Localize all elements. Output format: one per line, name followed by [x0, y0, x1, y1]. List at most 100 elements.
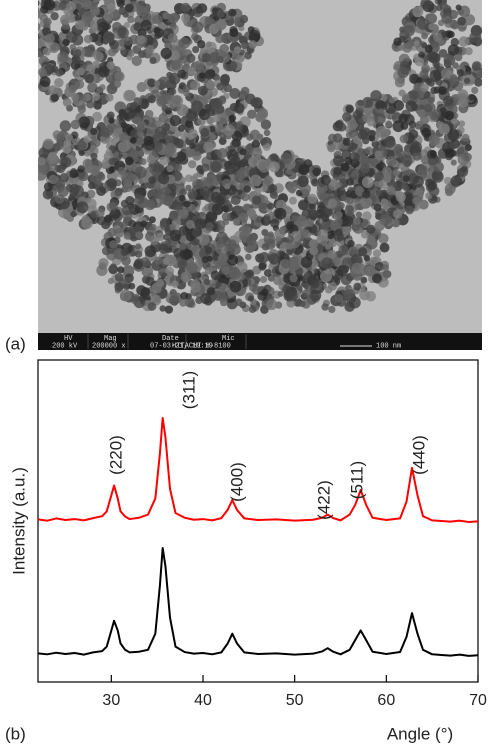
particle [152, 15, 162, 25]
tem-info-value: 200 kV [52, 342, 78, 350]
peak-label: (440) [409, 435, 428, 475]
particle [458, 89, 469, 100]
particle [170, 224, 177, 231]
particle [450, 74, 458, 82]
particle [412, 197, 420, 205]
particle [451, 175, 463, 187]
particle [252, 140, 260, 148]
particle [393, 38, 401, 46]
particle [304, 159, 313, 168]
particle [274, 229, 285, 240]
particle [370, 90, 381, 101]
particle [427, 51, 438, 62]
particle [393, 169, 400, 176]
particle [268, 231, 274, 237]
particle [312, 168, 321, 177]
particle [409, 74, 419, 84]
particle [114, 191, 120, 197]
particle [428, 23, 435, 30]
particle [403, 185, 409, 191]
particle [259, 252, 270, 263]
particle [83, 10, 94, 21]
particle [147, 155, 156, 164]
particle [85, 74, 95, 84]
particle [130, 137, 137, 144]
particle [110, 263, 117, 270]
particle [367, 236, 376, 245]
particle [427, 181, 437, 191]
particle [212, 255, 218, 261]
particle [108, 118, 114, 124]
particle [48, 175, 58, 185]
particle [169, 88, 176, 95]
particle [40, 6, 49, 15]
particle [429, 70, 441, 82]
particle [374, 204, 382, 212]
particle [243, 203, 251, 211]
particle [286, 182, 297, 193]
particle [170, 115, 181, 126]
particle [465, 144, 472, 151]
particle [24, 34, 33, 43]
particle [108, 158, 116, 166]
particle [341, 163, 350, 172]
particle [23, 13, 31, 21]
particle [40, 76, 51, 87]
panel-label: (a) [5, 334, 26, 353]
particle [121, 122, 128, 129]
particle [356, 211, 362, 217]
particle [376, 189, 383, 196]
particle [308, 239, 318, 249]
particle [94, 51, 104, 61]
particle [134, 260, 143, 269]
particle [413, 40, 419, 46]
particle [234, 123, 242, 131]
particle [190, 175, 197, 182]
particle [307, 194, 317, 204]
x-tick-label: 30 [102, 692, 120, 709]
particle [191, 101, 202, 112]
particle [66, 2, 76, 12]
particle [151, 283, 162, 294]
particle [260, 276, 267, 283]
particle [248, 40, 257, 49]
particle [416, 121, 423, 128]
particle [439, 123, 450, 134]
particle [132, 56, 142, 66]
particle [125, 4, 134, 13]
particle [25, 46, 37, 58]
particle [148, 95, 156, 103]
particle [107, 61, 115, 69]
particle [255, 112, 265, 122]
particle [48, 85, 57, 94]
particle [171, 280, 178, 287]
particle [109, 166, 116, 173]
particle [217, 56, 224, 63]
particle [215, 281, 221, 287]
particle [115, 273, 124, 282]
particle [192, 151, 201, 160]
particle [364, 255, 370, 261]
particle [171, 59, 182, 70]
particle [72, 55, 81, 64]
particle [60, 120, 71, 131]
particle [224, 183, 230, 189]
particle [341, 265, 349, 273]
particle [405, 206, 414, 215]
particle [127, 16, 135, 24]
particle [235, 170, 245, 180]
particle [205, 247, 212, 254]
particle [192, 22, 203, 33]
particle [351, 170, 359, 178]
particle [457, 69, 464, 76]
particle [412, 176, 424, 188]
particle [186, 220, 195, 229]
particle [335, 218, 343, 226]
particle [471, 87, 478, 94]
x-tick-label: 60 [377, 692, 395, 709]
peak-label: (400) [227, 462, 246, 502]
particle [136, 5, 147, 16]
particle [43, 48, 51, 56]
particle [200, 186, 211, 197]
